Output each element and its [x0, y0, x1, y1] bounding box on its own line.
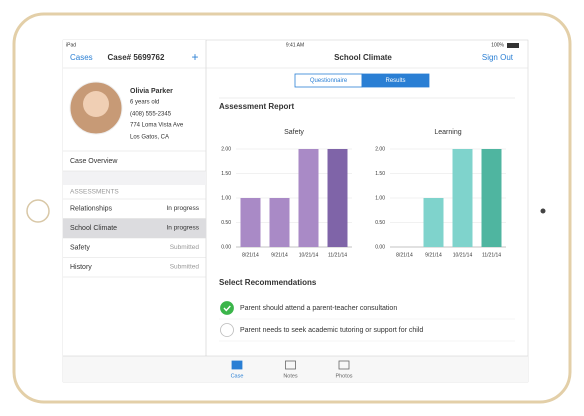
case-overview[interactable]: Case Overview [70, 158, 118, 165]
y-tick-label: 0.50 [375, 220, 385, 226]
profile-age: 6 years old [130, 100, 159, 106]
recommendation-text: Parent should attend a parent-teacher co… [240, 305, 397, 312]
tab-icon[interactable] [231, 360, 243, 370]
assessment-name[interactable]: Relationships [70, 205, 113, 212]
back-button[interactable]: Cases [70, 53, 93, 62]
profile-name: Olivia Parker [130, 88, 173, 95]
y-tick-label: 0.00 [221, 244, 231, 250]
x-tick-label: 11/21/14 [482, 252, 501, 258]
x-tick-label: 9/21/14 [425, 252, 442, 258]
sign-out[interactable]: Sign Out [482, 53, 514, 62]
checkmark [223, 305, 231, 312]
profile-phone: (408) 555-2345 [130, 112, 172, 118]
chart-title: Safety [284, 129, 304, 136]
tab-label[interactable]: Photos [335, 373, 352, 379]
tab-icon[interactable] [285, 360, 296, 370]
status-time: 9:41 AM [286, 42, 304, 48]
assessment-name[interactable]: History [70, 264, 92, 271]
bar [327, 149, 348, 247]
bar [298, 149, 319, 247]
assessment-name[interactable]: School Climate [70, 225, 117, 232]
status-battery: 100% [491, 42, 504, 48]
home-button[interactable] [26, 199, 50, 223]
y-tick-label: 1.50 [221, 171, 231, 177]
camera [540, 208, 546, 214]
bar [269, 198, 290, 247]
checkbox[interactable] [220, 301, 234, 315]
x-tick-label: 11/21/14 [328, 252, 347, 258]
x-tick-label: 8/21/14 [396, 252, 413, 258]
assessment-status: Submitted [170, 244, 200, 251]
tab-label[interactable]: Notes [283, 373, 298, 379]
row-highlight [63, 218, 206, 238]
y-tick-label: 1.00 [221, 195, 231, 201]
bar [481, 149, 502, 247]
segment-label: Results [385, 78, 405, 84]
page-title: School Climate [334, 53, 392, 62]
y-tick-label: 2.00 [375, 146, 385, 152]
assessment-name[interactable]: Safety [70, 244, 90, 251]
x-tick-label: 10/21/14 [299, 252, 319, 258]
y-tick-label: 0.50 [221, 220, 231, 226]
bar [452, 149, 473, 247]
assessment-status: In progress [166, 205, 199, 212]
x-tick-label: 9/21/14 [271, 252, 288, 258]
assessment-status: Submitted [170, 264, 200, 271]
assessment-status: In progress [166, 225, 199, 232]
x-tick-label: 8/21/14 [242, 252, 259, 258]
tab-label[interactable]: Case [231, 373, 244, 379]
y-tick-label: 1.50 [375, 171, 385, 177]
bar [240, 198, 261, 247]
recommendations-title: Select Recommendations [219, 278, 317, 287]
section-title: ASSESSMENTS [70, 189, 119, 196]
tab-icon[interactable] [338, 360, 350, 370]
profile-city: Los Gatos, CA [130, 135, 169, 141]
x-tick-label: 10/21/14 [453, 252, 473, 258]
y-tick-label: 1.00 [375, 195, 385, 201]
report-title: Assessment Report [219, 102, 294, 111]
segment-label: Questionnaire [310, 78, 348, 84]
bar [423, 198, 444, 247]
add-button[interactable]: + [191, 50, 198, 64]
section-gap [63, 171, 206, 185]
checkbox[interactable] [220, 323, 234, 337]
segment[interactable] [361, 73, 430, 88]
battery-icon [507, 43, 519, 48]
profile-address: 774 Loma Vista Ave [130, 123, 184, 129]
y-tick-label: 0.00 [375, 244, 385, 250]
profile-face [83, 91, 109, 117]
y-tick-label: 2.00 [221, 146, 231, 152]
recommendation-text: Parent needs to seek academic tutoring o… [240, 327, 423, 334]
case-title: Case# 5699762 [108, 53, 165, 62]
status-device: iPad [66, 42, 76, 48]
chart-title: Learning [434, 129, 461, 136]
